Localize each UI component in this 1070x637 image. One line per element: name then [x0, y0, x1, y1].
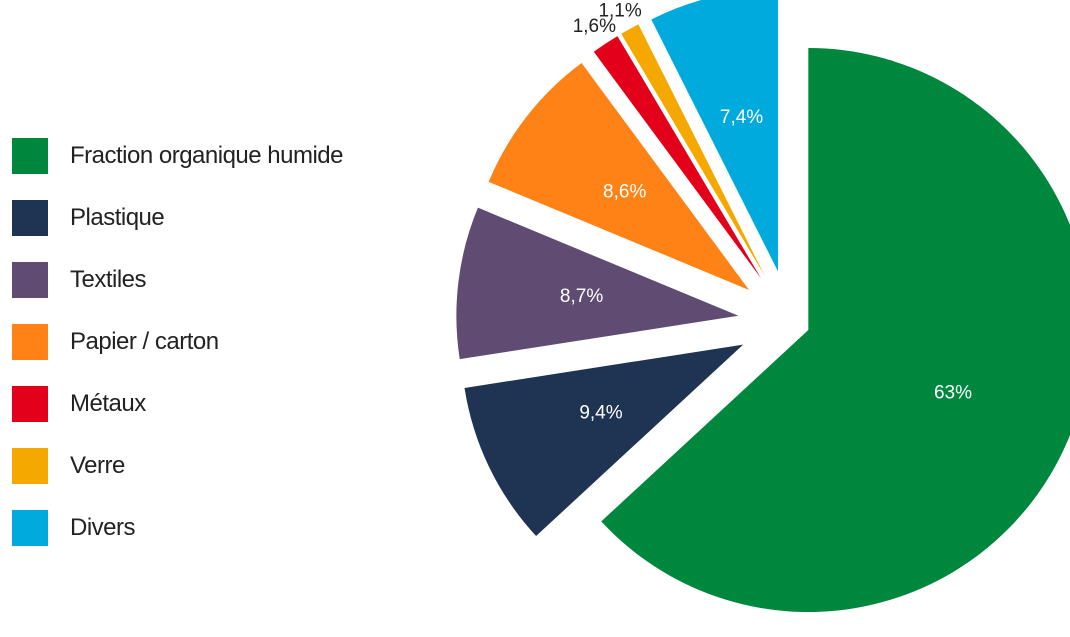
pie-slice — [456, 207, 739, 360]
chart-legend: Fraction organique humide Plastique Textil… — [12, 138, 412, 572]
pie-slice — [464, 344, 744, 537]
legend-item: Plastique — [12, 200, 412, 240]
pie-slice — [601, 48, 1070, 612]
legend-swatch — [12, 262, 48, 298]
legend-swatch — [12, 386, 48, 422]
data-label: 1,1% — [598, 0, 641, 21]
legend-item: Verre — [12, 448, 412, 488]
data-label: 8,6% — [603, 182, 646, 203]
legend-swatch — [12, 200, 48, 236]
legend-item: Métaux — [12, 386, 412, 426]
data-label: 8,7% — [560, 286, 603, 307]
data-label: 1,6% — [573, 16, 616, 37]
pie-slice — [593, 36, 762, 279]
legend-item: Fraction organique humide — [12, 138, 412, 178]
pie-slice — [651, 0, 778, 272]
legend-item: Textiles — [12, 262, 412, 302]
pie-slice — [621, 24, 766, 277]
legend-label: Fraction organique humide — [70, 142, 344, 169]
legend-label: Divers — [70, 514, 136, 541]
pie-slice — [488, 63, 750, 290]
legend-swatch — [12, 324, 48, 360]
data-label: 7,4% — [720, 107, 763, 128]
legend-item: Divers — [12, 510, 412, 550]
legend-item: Papier / carton — [12, 324, 412, 364]
legend-swatch — [12, 448, 48, 484]
legend-label: Plastique — [70, 204, 165, 231]
legend-swatch — [12, 138, 48, 174]
data-label: 9,4% — [579, 402, 622, 423]
legend-label: Papier / carton — [70, 328, 219, 355]
data-label: 63% — [934, 382, 972, 403]
legend-label: Métaux — [70, 390, 146, 417]
legend-label: Textiles — [70, 266, 147, 293]
legend-label: Verre — [70, 452, 125, 479]
legend-swatch — [12, 510, 48, 546]
